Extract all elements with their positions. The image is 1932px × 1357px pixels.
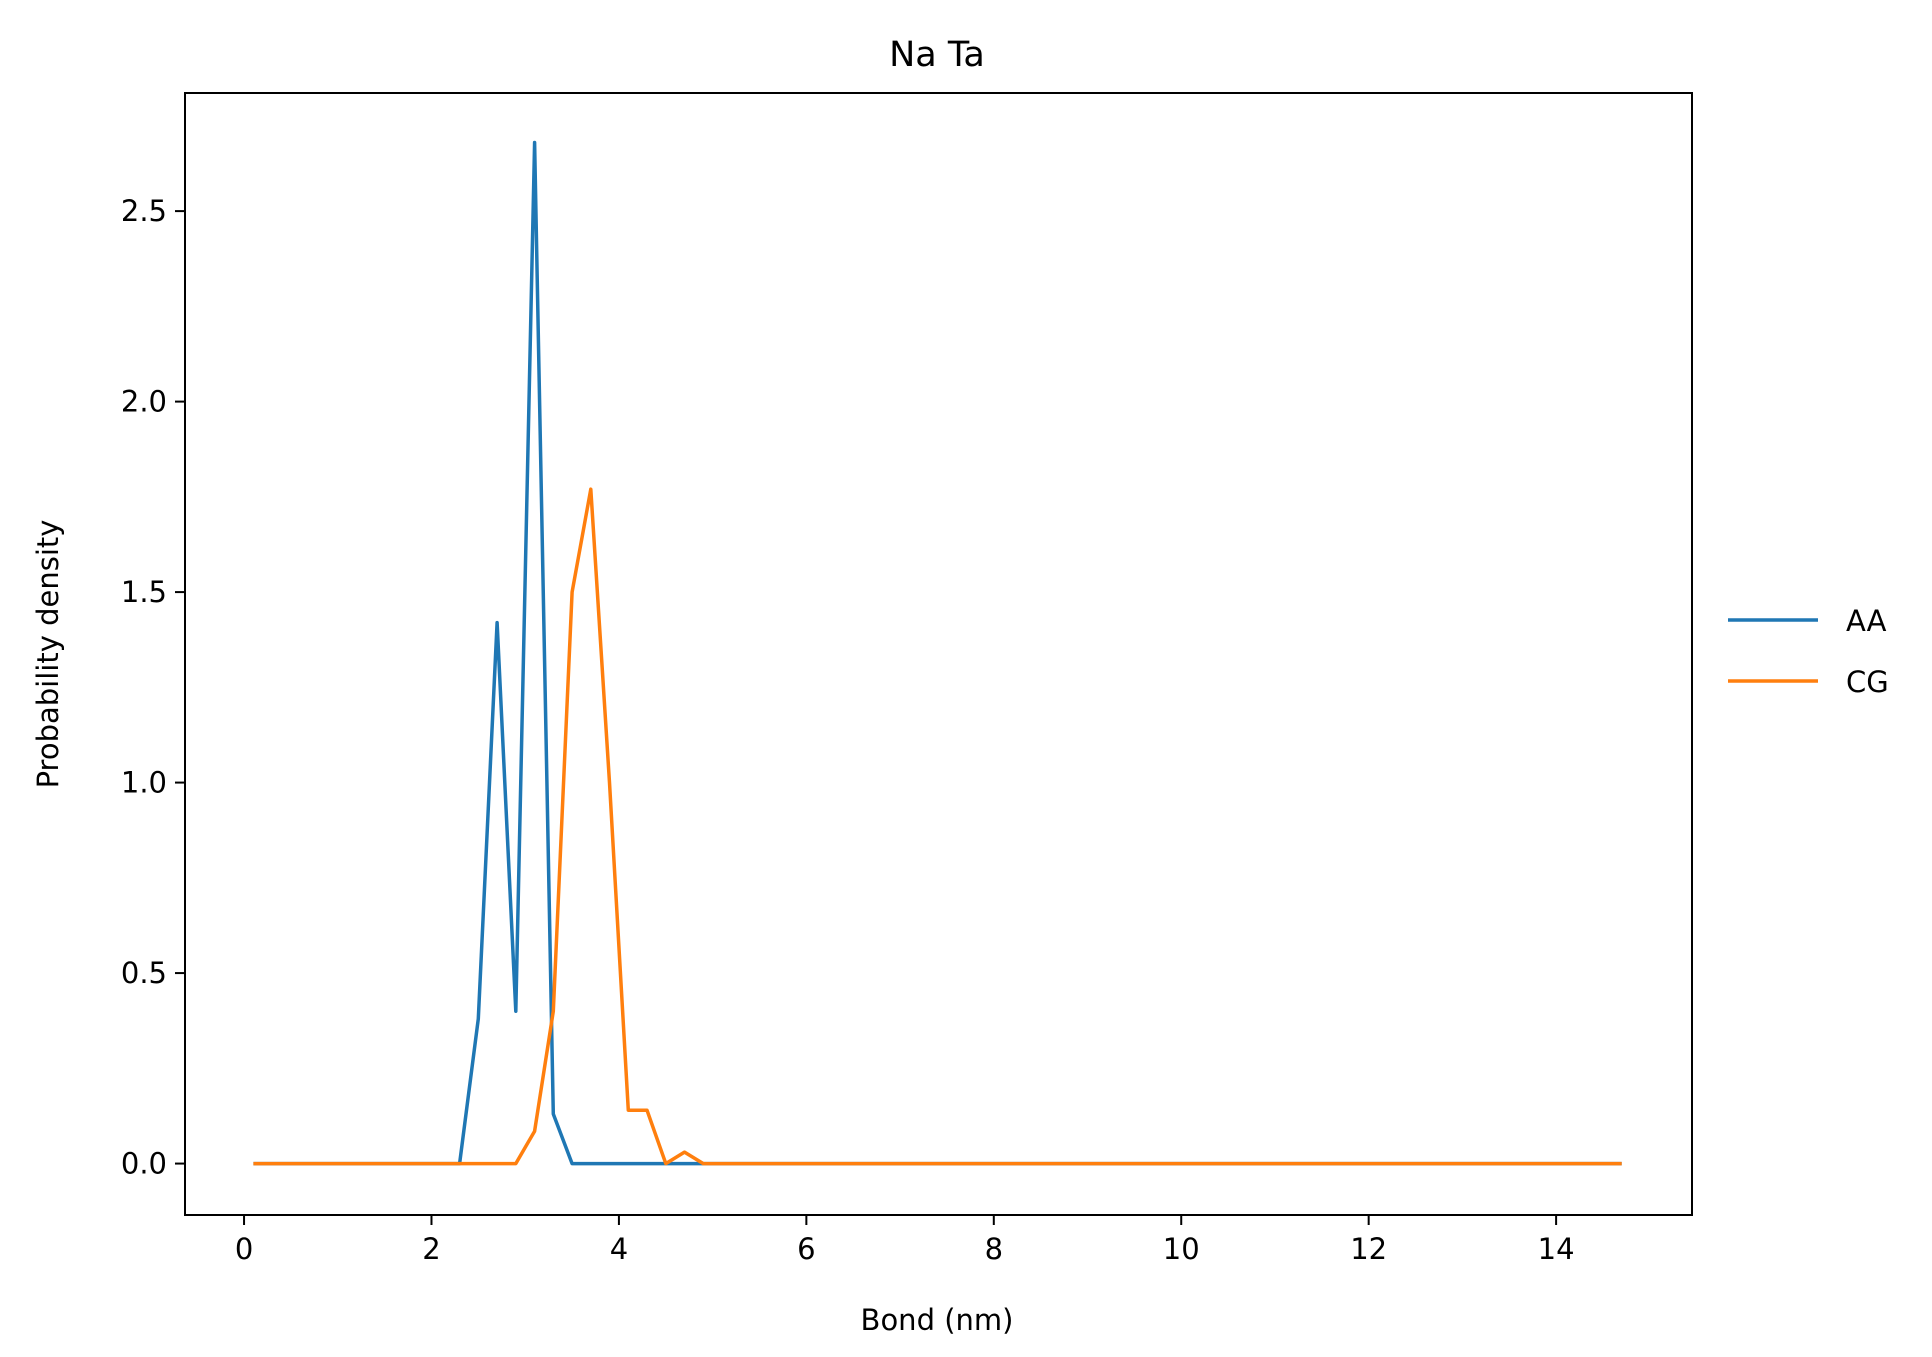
x-tick-label: 14 — [1538, 1232, 1575, 1266]
series-line-aa — [253, 140, 1622, 1166]
series-line-cg — [253, 487, 1622, 1166]
y-tick-label: 0.0 — [121, 1147, 167, 1181]
plot-frame — [184, 92, 1693, 1216]
y-tick-label: 1.0 — [121, 766, 167, 800]
x-tick-label: 4 — [610, 1232, 628, 1266]
x-tick-label: 10 — [1163, 1232, 1200, 1266]
x-tick-label: 12 — [1350, 1232, 1387, 1266]
y-axis: 0.0 0.5 1.0 1.5 2.0 2.5 — [121, 194, 185, 1181]
legend-label-cg: CG — [1846, 665, 1889, 699]
chart-title: Na Ta — [889, 35, 985, 75]
x-tick-label: 2 — [422, 1232, 440, 1266]
x-tick-label: 6 — [797, 1232, 815, 1266]
y-tick-label: 2.5 — [121, 194, 167, 228]
plot-lines — [253, 140, 1622, 1166]
x-tick-label: 0 — [235, 1232, 253, 1266]
y-axis-label: Probability density — [31, 520, 65, 789]
x-axis: 0 2 4 6 8 10 12 14 — [235, 1215, 1575, 1266]
legend-label-aa: AA — [1846, 604, 1887, 638]
x-axis-label: Bond (nm) — [861, 1303, 1014, 1337]
y-tick-label: 1.5 — [121, 575, 167, 609]
x-tick-label: 8 — [985, 1232, 1003, 1266]
legend: AA CG — [1728, 604, 1889, 699]
y-tick-label: 0.5 — [121, 956, 167, 990]
y-tick-label: 2.0 — [121, 385, 167, 419]
